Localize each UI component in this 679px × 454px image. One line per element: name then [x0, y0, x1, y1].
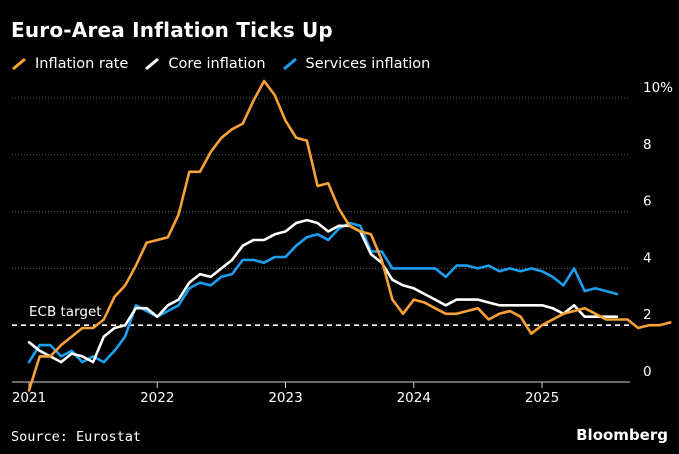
legend-item-core-inflation: Core inflation	[144, 56, 266, 72]
y-tick-label-2: 2	[643, 307, 652, 323]
chart-title: Euro-Area Inflation Ticks Up	[11, 18, 333, 42]
y-tick-label-10: 10%	[643, 80, 673, 96]
x-tick-label-2023: 2023	[268, 390, 302, 406]
y-tick-label-6: 6	[643, 194, 652, 210]
y-tick-label-8: 8	[643, 137, 652, 153]
legend-label-core-inflation: Core inflation	[168, 56, 266, 72]
series-line-services-inflation	[27, 221, 619, 364]
legend: Inflation rate Core inflation Services i…	[11, 56, 446, 72]
x-tick-label-2021: 2021	[12, 390, 46, 406]
x-tick-label-2025: 2025	[525, 390, 559, 406]
legend-label-inflation-rate: Inflation rate	[35, 56, 129, 72]
series-line-core-inflation	[27, 218, 619, 364]
y-tick-label-4: 4	[643, 250, 652, 266]
legend-swatch-inflation-rate	[12, 57, 26, 71]
legend-item-services-inflation: Services inflation	[282, 56, 431, 72]
legend-item-inflation-rate: Inflation rate	[11, 56, 128, 72]
legend-label-services-inflation: Services inflation	[305, 56, 431, 72]
ecb-target-label: ECB target	[29, 304, 102, 320]
series-line-inflation-rate	[27, 79, 672, 392]
legend-swatch-core-inflation	[145, 57, 160, 71]
source-note: Source: Eurostat	[11, 429, 142, 445]
brand-logo: Bloomberg	[576, 426, 668, 444]
x-tick-label-2022: 2022	[140, 390, 174, 406]
x-tick-label-2024: 2024	[397, 390, 431, 406]
legend-swatch-services-inflation	[282, 57, 297, 71]
y-tick-label-0: 0	[643, 364, 652, 380]
